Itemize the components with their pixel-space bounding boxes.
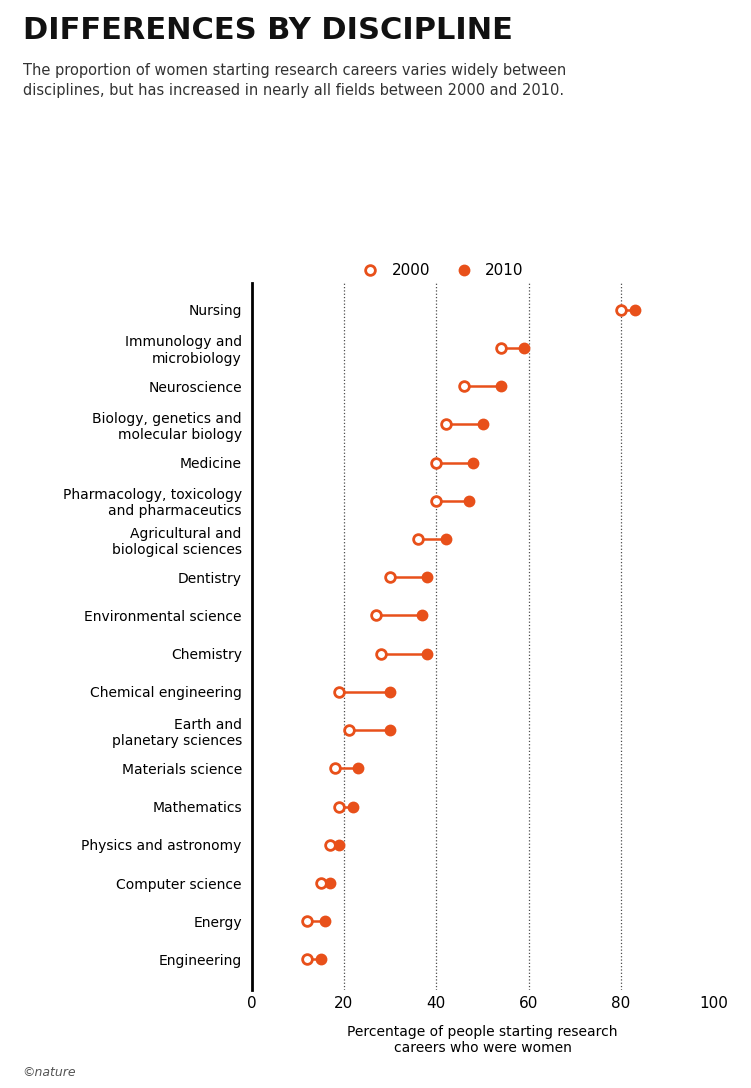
Text: DIFFERENCES BY DISCIPLINE: DIFFERENCES BY DISCIPLINE bbox=[23, 16, 512, 46]
Text: ©nature: ©nature bbox=[23, 1066, 76, 1079]
Legend: 2000, 2010: 2000, 2010 bbox=[355, 263, 523, 279]
Text: The proportion of women starting research careers varies widely between
discipli: The proportion of women starting researc… bbox=[23, 63, 566, 98]
X-axis label: Percentage of people starting research
careers who were women: Percentage of people starting research c… bbox=[347, 1025, 618, 1054]
